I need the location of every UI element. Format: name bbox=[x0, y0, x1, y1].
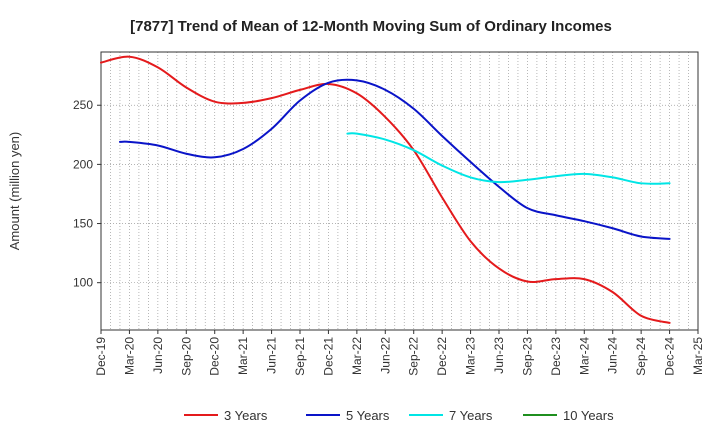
chart-title: [7877] Trend of Mean of 12-Month Moving … bbox=[130, 18, 612, 35]
x-tick-label: Sep-22 bbox=[407, 337, 421, 376]
x-tick-label: Mar-21 bbox=[236, 337, 250, 375]
x-tick-label: Sep-23 bbox=[520, 337, 534, 376]
legend-label-3-years: 3 Years bbox=[224, 408, 268, 423]
y-tick-label: 250 bbox=[73, 98, 93, 112]
x-tick-label: Dec-23 bbox=[549, 337, 563, 376]
legend-label-7-years: 7 Years bbox=[449, 408, 493, 423]
y-tick-label: 200 bbox=[73, 157, 93, 171]
series-line-3-years bbox=[100, 55, 671, 324]
series-line-5-years bbox=[118, 78, 671, 240]
plot-frame bbox=[100, 51, 699, 331]
y-tick-label: 100 bbox=[73, 276, 93, 290]
legend-label-5-years: 5 Years bbox=[346, 408, 390, 423]
x-tick-label: Dec-19 bbox=[94, 337, 108, 376]
x-tick-label: Sep-20 bbox=[179, 337, 193, 376]
x-tick-layer: Dec-19 Mar-20 Jun-20 Sep-20 Dec-20 Mar-21 Jun-… bbox=[94, 330, 705, 376]
legend-label-10-years: 10 Years bbox=[563, 408, 614, 423]
x-tick-label: Jun-23 bbox=[492, 337, 506, 374]
x-tick-label: Dec-20 bbox=[208, 337, 222, 376]
x-tick-label: Jun-24 bbox=[606, 337, 620, 374]
x-tick-label: Jun-20 bbox=[151, 337, 165, 374]
x-tick-label: Mar-22 bbox=[350, 337, 364, 375]
x-tick-label: Mar-20 bbox=[122, 337, 136, 375]
x-tick-label: Mar-23 bbox=[464, 337, 478, 375]
x-tick-label: Dec-24 bbox=[663, 337, 677, 376]
x-tick-label: Jun-21 bbox=[265, 337, 279, 374]
series-layer bbox=[100, 55, 671, 324]
x-tick-label: Sep-21 bbox=[293, 337, 307, 376]
legend: 3 Years 5 Years 7 Years 10 Years bbox=[184, 408, 614, 423]
grid-layer bbox=[100, 52, 699, 330]
y-tick-label: 150 bbox=[73, 217, 93, 231]
x-tick-label: Mar-24 bbox=[577, 337, 591, 375]
y-axis-label: Amount (million yen) bbox=[7, 132, 22, 251]
x-tick-label: Mar-25 bbox=[691, 337, 705, 375]
x-tick-label: Dec-22 bbox=[435, 337, 449, 376]
series-line-7-years bbox=[346, 132, 671, 185]
x-tick-label: Dec-21 bbox=[321, 337, 335, 376]
y-tick-layer: 100 150 200 250 bbox=[73, 98, 101, 290]
x-tick-label: Jun-22 bbox=[378, 337, 392, 374]
x-tick-label: Sep-24 bbox=[634, 337, 648, 376]
